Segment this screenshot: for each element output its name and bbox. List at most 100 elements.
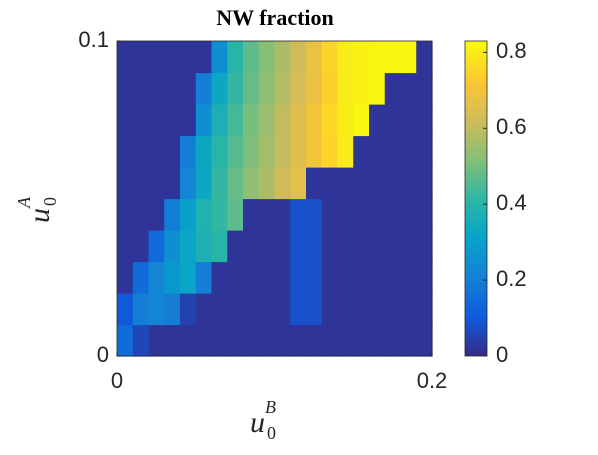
heat-cell	[117, 261, 134, 294]
heat-cell	[400, 324, 417, 357]
heat-cell	[274, 41, 291, 74]
heat-cell	[164, 104, 181, 137]
plot-frame	[116, 40, 433, 357]
x-tick-label: 0.2	[417, 368, 448, 393]
heat-cell	[306, 72, 323, 105]
heat-cell	[195, 230, 213, 263]
heat-cell	[164, 261, 181, 294]
heat-cell	[290, 293, 307, 326]
heat-cell	[195, 293, 213, 326]
heat-cell	[274, 324, 291, 357]
heat-cell	[195, 104, 213, 137]
heat-cell	[211, 167, 228, 200]
heat-cell	[195, 72, 213, 105]
heat-cell	[243, 104, 260, 137]
heat-cell	[211, 41, 228, 74]
heat-cell	[369, 293, 386, 326]
x-label-sub: 0	[267, 423, 276, 443]
heat-cell	[290, 135, 307, 168]
heat-cell	[243, 293, 260, 326]
colorbar-tick-label: 0	[496, 342, 508, 367]
heat-cell	[227, 198, 244, 231]
heat-cell	[369, 324, 386, 357]
heat-cell	[337, 167, 354, 200]
heat-cell	[180, 261, 197, 294]
heat-cell	[416, 72, 433, 105]
heat-cell	[227, 324, 244, 357]
heat-cell	[164, 167, 181, 200]
x-tick-label: 0	[111, 368, 123, 393]
heat-cell	[353, 324, 370, 357]
heat-cell	[180, 104, 197, 137]
heat-cell	[353, 135, 370, 168]
heat-cell	[132, 198, 150, 231]
heat-cell	[227, 72, 244, 105]
y-label-sub: 0	[40, 197, 60, 206]
heat-cell	[306, 167, 323, 200]
heat-cell	[227, 293, 244, 326]
heat-cell	[164, 198, 181, 231]
heat-cell	[274, 135, 291, 168]
heat-cell	[369, 230, 386, 263]
heat-cell	[306, 104, 323, 137]
heat-cell	[211, 104, 228, 137]
heat-cell	[117, 135, 134, 168]
heat-cell	[132, 135, 150, 168]
heat-cell	[290, 72, 307, 105]
heat-cell	[369, 41, 386, 74]
heat-cell	[384, 198, 402, 231]
heat-cell	[384, 167, 402, 200]
chart-title: NW fraction	[216, 5, 334, 30]
heat-cell	[211, 72, 228, 105]
heat-cell	[321, 104, 339, 137]
heat-cell	[195, 167, 213, 200]
x-label-base: u	[250, 406, 265, 439]
heat-cell	[148, 230, 165, 263]
heat-cell	[306, 230, 323, 263]
heat-cell	[384, 72, 402, 105]
heat-cell	[400, 104, 417, 137]
heat-cell	[321, 230, 339, 263]
heat-cell	[258, 293, 276, 326]
heat-cell	[416, 261, 433, 294]
heat-cell	[211, 135, 228, 168]
heat-cell	[243, 41, 260, 74]
heat-cell	[274, 104, 291, 137]
heat-cell	[353, 198, 370, 231]
heat-cell	[337, 135, 354, 168]
heat-cell	[290, 104, 307, 137]
heat-cell	[321, 72, 339, 105]
heat-cell	[243, 198, 260, 231]
heat-cell	[132, 324, 150, 357]
heat-cell	[227, 135, 244, 168]
heat-cell	[148, 72, 165, 105]
colorbar	[464, 40, 488, 357]
heat-cell	[258, 324, 276, 357]
heat-cell	[353, 41, 370, 74]
heat-cell	[384, 261, 402, 294]
heat-cell	[195, 135, 213, 168]
y-tick-label: 0.1	[78, 27, 109, 52]
colorbar-tick-label: 0.4	[496, 190, 527, 215]
heat-cell	[227, 41, 244, 74]
heat-cell	[258, 41, 276, 74]
x-axis-label: uB 0	[250, 397, 276, 443]
heat-cell	[306, 41, 323, 74]
heat-cell	[290, 41, 307, 74]
heat-cell	[369, 104, 386, 137]
heat-cell	[274, 261, 291, 294]
heat-cell	[337, 324, 354, 357]
heat-cell	[148, 41, 165, 74]
heat-cell	[117, 198, 134, 231]
heat-cell	[384, 324, 402, 357]
heat-cell	[195, 261, 213, 294]
heat-cell	[258, 230, 276, 263]
heat-cell	[353, 293, 370, 326]
heat-cell	[180, 72, 197, 105]
heat-cell	[148, 104, 165, 137]
heat-cell	[227, 261, 244, 294]
heat-cell	[258, 198, 276, 231]
heat-cell	[353, 261, 370, 294]
heat-cell	[290, 167, 307, 200]
